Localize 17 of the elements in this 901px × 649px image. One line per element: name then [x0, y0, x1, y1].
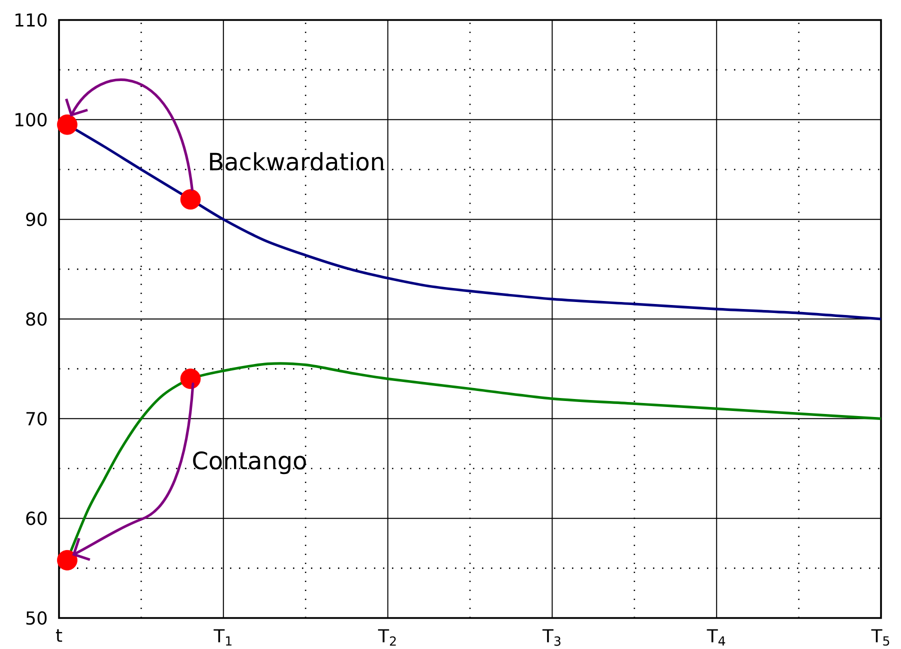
- x-tick-label: T$_{4}$: [706, 629, 726, 646]
- y-tick-label: 110: [16, 13, 47, 27]
- y-tick-label: 100: [16, 112, 47, 126]
- x-tick-label: T$_{2}$: [378, 629, 396, 646]
- x-tick-label: t: [56, 629, 62, 642]
- y-tick-label: 60: [26, 512, 47, 526]
- x-tick-label: T$_{5}$: [871, 629, 890, 646]
- x-tick-label: T$_{1}$: [214, 629, 232, 646]
- y-tick-label: 90: [26, 212, 47, 226]
- y-tick-label: 80: [26, 312, 47, 326]
- x-tick-label: T$_{3}$: [542, 629, 560, 646]
- point: [57, 114, 78, 135]
- y-tick-label: 50: [26, 611, 47, 625]
- point: [180, 189, 201, 210]
- point: [57, 550, 78, 570]
- y-tick-label: 70: [26, 412, 47, 426]
- point: [180, 368, 201, 389]
